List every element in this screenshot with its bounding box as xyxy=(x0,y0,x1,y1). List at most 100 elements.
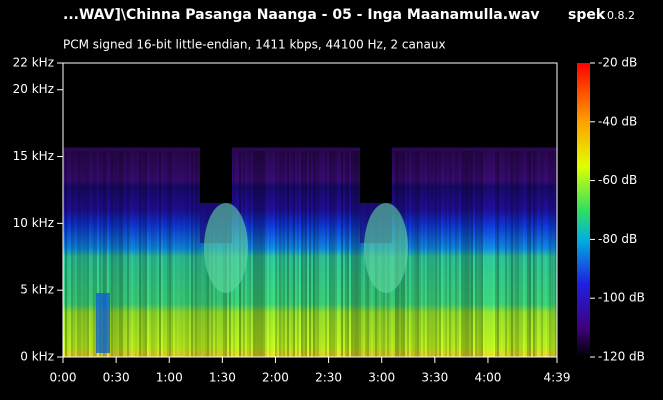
texture xyxy=(513,151,515,357)
texture xyxy=(141,151,143,357)
texture xyxy=(307,151,309,357)
texture xyxy=(477,151,479,357)
texture xyxy=(411,151,413,357)
texture xyxy=(179,151,181,357)
texture xyxy=(337,151,339,357)
texture xyxy=(105,151,107,357)
texture xyxy=(357,151,359,357)
texture xyxy=(555,151,557,357)
y-tick-label: 20 kHz xyxy=(13,82,54,96)
plot-frame xyxy=(62,62,558,358)
texture xyxy=(157,151,159,357)
texture xyxy=(325,151,327,357)
texture xyxy=(539,151,541,357)
texture xyxy=(111,151,113,357)
texture xyxy=(169,151,171,357)
texture xyxy=(355,151,357,357)
texture xyxy=(505,151,507,357)
texture xyxy=(351,151,353,357)
texture xyxy=(87,151,89,357)
color-scale xyxy=(577,63,590,357)
texture xyxy=(517,151,519,357)
texture xyxy=(425,151,427,357)
texture xyxy=(441,151,443,357)
texture xyxy=(195,151,197,357)
texture xyxy=(287,151,289,357)
texture xyxy=(531,151,533,357)
y-tick-label: 10 kHz xyxy=(13,216,54,230)
texture xyxy=(185,151,187,357)
x-tick-label: 3:00 xyxy=(368,371,395,385)
texture xyxy=(173,151,175,357)
texture xyxy=(127,151,129,357)
texture xyxy=(349,151,351,357)
texture xyxy=(255,151,257,357)
texture xyxy=(439,151,441,357)
texture xyxy=(89,151,91,357)
texture xyxy=(261,151,263,357)
texture xyxy=(481,151,483,357)
texture xyxy=(423,151,425,357)
texture xyxy=(459,151,461,357)
quiet-band xyxy=(360,143,392,203)
texture xyxy=(283,151,285,357)
texture xyxy=(361,151,363,357)
texture xyxy=(67,151,69,357)
texture xyxy=(85,151,87,357)
x-tick-label: 3:30 xyxy=(421,371,448,385)
texture xyxy=(313,151,315,357)
texture xyxy=(553,151,555,357)
texture xyxy=(471,151,473,357)
texture xyxy=(101,151,103,357)
texture xyxy=(515,151,517,357)
texture xyxy=(521,151,523,357)
texture xyxy=(79,151,81,357)
texture xyxy=(121,151,123,357)
texture xyxy=(533,151,535,357)
texture xyxy=(201,151,203,357)
texture xyxy=(167,151,169,357)
texture xyxy=(409,151,411,357)
texture xyxy=(285,151,287,357)
texture xyxy=(69,151,71,357)
texture xyxy=(327,151,329,357)
texture xyxy=(467,151,469,357)
dip xyxy=(96,293,110,353)
texture xyxy=(177,151,179,357)
texture xyxy=(525,151,527,357)
texture xyxy=(331,151,333,357)
texture xyxy=(309,151,311,357)
color-tick-label: -20 dB xyxy=(598,56,637,70)
texture xyxy=(125,151,127,357)
texture xyxy=(489,151,491,357)
texture xyxy=(453,151,455,357)
texture xyxy=(499,151,501,357)
texture xyxy=(427,151,429,357)
texture xyxy=(537,151,539,357)
texture xyxy=(91,151,93,357)
texture xyxy=(339,151,341,357)
texture xyxy=(333,151,335,357)
texture xyxy=(437,151,439,357)
texture xyxy=(133,151,135,357)
texture xyxy=(251,151,253,357)
texture xyxy=(289,151,291,357)
texture xyxy=(551,151,553,357)
y-tick-label: 0 kHz xyxy=(20,350,54,364)
texture xyxy=(345,151,347,357)
texture xyxy=(153,151,155,357)
texture xyxy=(81,151,83,357)
texture xyxy=(469,151,471,357)
texture xyxy=(139,151,141,357)
texture xyxy=(263,151,265,357)
texture xyxy=(75,151,77,357)
texture xyxy=(487,151,489,357)
color-tick-label: -120 dB xyxy=(598,350,645,364)
x-tick-label: 2:00 xyxy=(262,371,289,385)
texture xyxy=(247,151,249,357)
texture xyxy=(461,151,463,357)
texture xyxy=(415,151,417,357)
texture xyxy=(159,151,161,357)
texture xyxy=(503,151,505,357)
